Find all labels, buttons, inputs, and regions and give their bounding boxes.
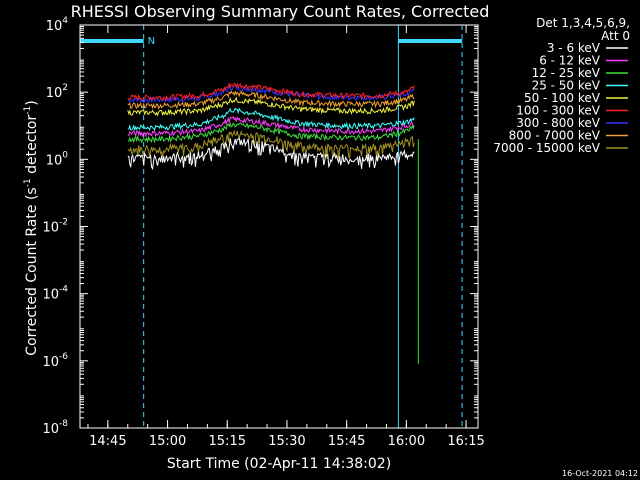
series-line: [127, 121, 415, 144]
x-tick-label: 15:15: [209, 434, 246, 449]
flag-markers: N: [79, 25, 463, 428]
y-tick-label: 10-8: [42, 419, 68, 437]
y-tick-label: 10-6: [42, 352, 68, 370]
series-group: [127, 82, 419, 365]
series-line: [127, 96, 415, 117]
y-tick-label: 104: [46, 16, 69, 34]
y-axis-label-end: ): [24, 100, 40, 105]
series-line: [127, 107, 415, 132]
x-tick-label: 15:30: [268, 434, 305, 449]
x-tick-label: 15:45: [328, 434, 365, 449]
x-tick-label: 14:45: [89, 434, 126, 449]
axes: 14:45 15:00 15:15 15:30 15:45 16:00 16:15 104 10…: [42, 16, 484, 449]
generation-timestamp: 16-Oct-2021 04:12: [562, 469, 638, 478]
x-tick-label: 15:00: [149, 434, 186, 449]
y-tick-label: 10-2: [42, 218, 68, 236]
y-tick-label: 10-4: [42, 285, 68, 303]
y-axis-label-main: Corrected Count Rate (s: [24, 187, 40, 355]
series-line: [127, 136, 415, 171]
legend-label: 7000 - 15000 keV: [493, 141, 600, 155]
legend-label: 50 - 100 keV: [524, 91, 601, 105]
y-axis-label-sup2: -1: [23, 106, 33, 115]
y-tick-label: 102: [46, 83, 68, 101]
legend-label: 3 - 6 keV: [547, 41, 601, 55]
legend-label: 25 - 50 keV: [532, 79, 601, 93]
y-axis-label-sup1: -1: [23, 178, 33, 187]
legend-header-detectors: Det 1,3,4,5,6,9,: [536, 16, 630, 30]
flag-label-n: N: [148, 36, 155, 47]
series-line: [127, 82, 415, 102]
y-axis-label: Corrected Count Rate (s-1 detector-1): [23, 100, 40, 355]
legend-header-attenuator: Att 0: [601, 29, 630, 43]
legend-label: 800 - 7000 keV: [509, 129, 601, 143]
series-line: [127, 89, 415, 110]
chart-title: RHESSI Observing Summary Count Rates, Co…: [71, 2, 490, 21]
legend-label: 100 - 300 keV: [516, 104, 600, 118]
x-tick-label: 16:00: [388, 434, 425, 449]
legend-label: 12 - 25 keV: [532, 66, 601, 80]
y-axis-label-mid: detector: [24, 115, 40, 179]
x-tick-label: 16:15: [447, 434, 484, 449]
series-line: [127, 115, 415, 138]
y-tick-label: 100: [46, 150, 69, 168]
x-axis-label: Start Time (02-Apr-11 14:38:02): [167, 456, 391, 472]
legend-label: 300 - 800 keV: [516, 116, 600, 130]
legend-label: 6 - 12 keV: [539, 54, 601, 68]
series-line: [127, 129, 415, 160]
